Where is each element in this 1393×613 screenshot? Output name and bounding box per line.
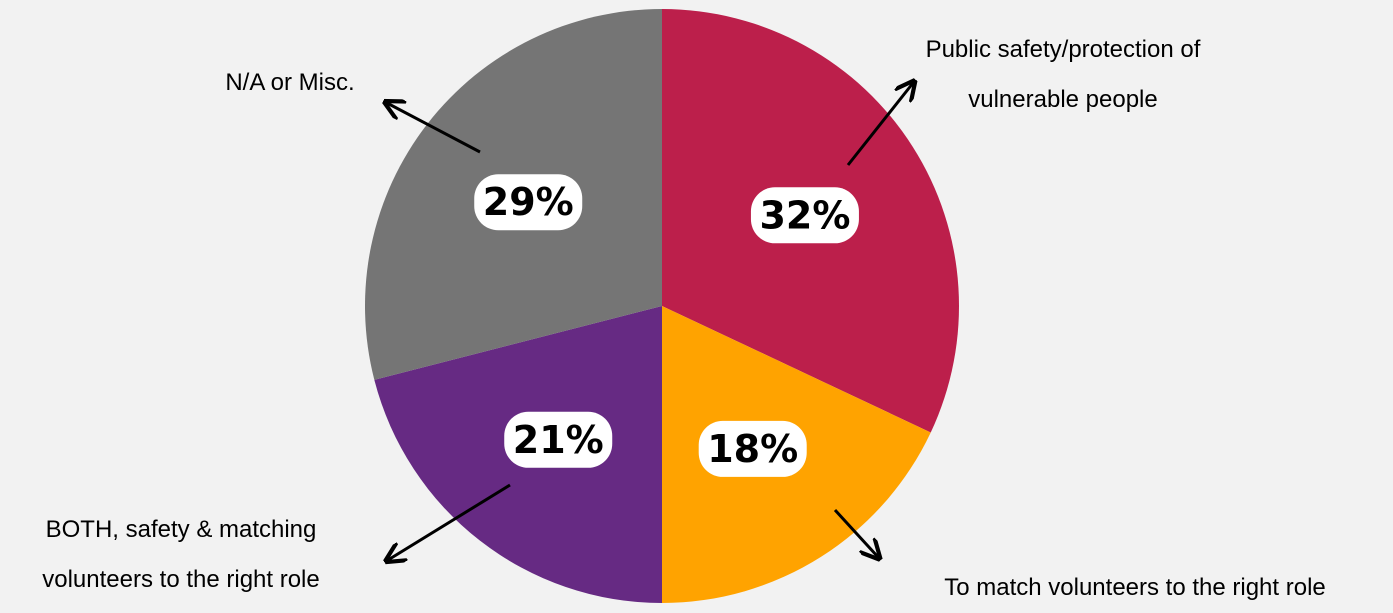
value-label-box: [698, 420, 807, 477]
arrow: [387, 103, 481, 154]
arrow: [388, 483, 511, 560]
value-label: 29%: [483, 180, 574, 224]
value-label: 21%: [513, 418, 604, 462]
value-label-box: [504, 411, 613, 468]
value-label: 18%: [707, 427, 798, 471]
category-label: N/A or Misc.: [225, 69, 355, 96]
category-label: To match volunteers to the right role: [944, 574, 1326, 601]
arrow: [833, 508, 878, 557]
arrow: [846, 83, 913, 166]
value-label-box: [474, 174, 583, 231]
value-label-box: [750, 187, 859, 244]
category-label: BOTH, safety & matching volunteers to th…: [42, 516, 320, 593]
value-label: 32%: [759, 193, 850, 237]
category-label: Public safety/protection of vulnerable p…: [925, 36, 1201, 113]
